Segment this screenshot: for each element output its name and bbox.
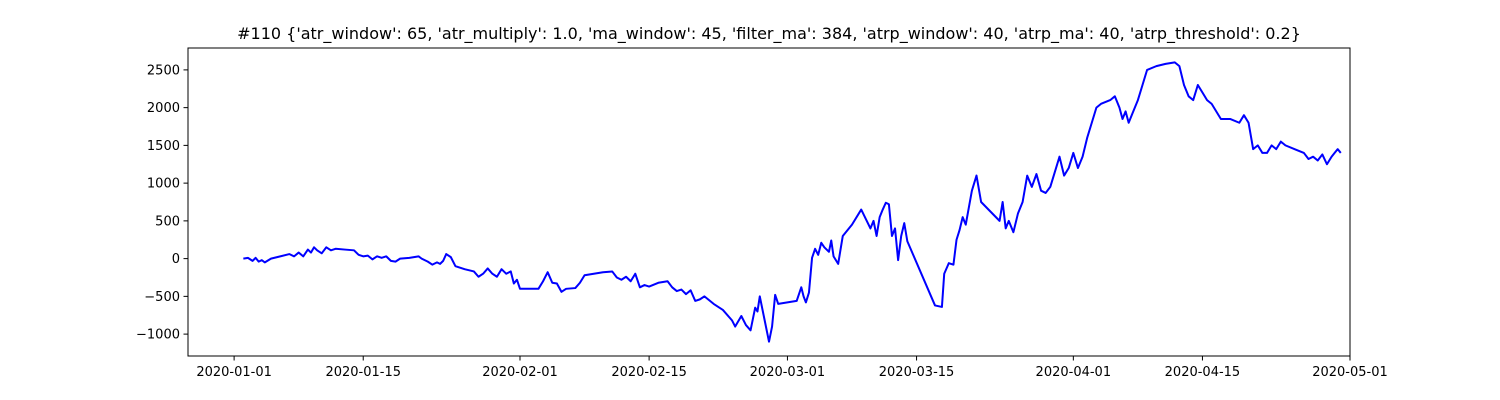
y-tick-label-2: 0 xyxy=(172,252,180,267)
x-tick-label-7: 2020-04-15 xyxy=(1165,365,1241,380)
x-tick-label-1: 2020-01-15 xyxy=(325,365,401,380)
x-tick-label-2: 2020-02-01 xyxy=(482,365,558,380)
y-tick-label-7: 2500 xyxy=(147,63,180,78)
x-tick-label-5: 2020-03-15 xyxy=(879,365,955,380)
chart-title: #110 {'atr_window': 65, 'atr_multiply': … xyxy=(237,24,1301,44)
x-tick-label-6: 2020-04-01 xyxy=(1036,365,1112,380)
y-tick-label-3: 500 xyxy=(155,214,180,229)
x-tick-label-3: 2020-02-15 xyxy=(611,365,687,380)
y-tick-label-1: −500 xyxy=(144,290,180,305)
plot-area: 2020-01-01 2020-01-15 2020-02-01 2020-02-15… xyxy=(136,47,1388,380)
y-tick-label-5: 1500 xyxy=(147,139,180,154)
y-tick-label-6: 2000 xyxy=(147,101,180,116)
x-tick-label-8: 2020-05-01 xyxy=(1312,365,1388,380)
y-tick-label-0: −1000 xyxy=(136,328,180,343)
y-tick-label-4: 1000 xyxy=(147,177,180,192)
x-tick-label-0: 2020-01-01 xyxy=(196,365,272,380)
series-line-0 xyxy=(243,61,1342,343)
axes-frame xyxy=(187,47,1351,357)
x-tick-label-4: 2020-03-01 xyxy=(750,365,826,380)
